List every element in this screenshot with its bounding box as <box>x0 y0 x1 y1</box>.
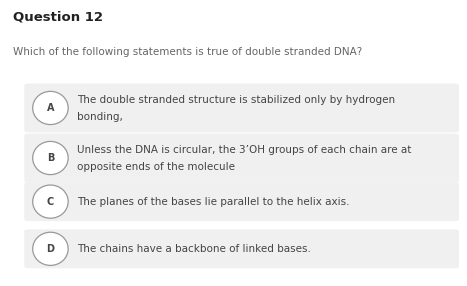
Text: bonding,: bonding, <box>77 112 123 122</box>
Text: Unless the DNA is circular, the 3’OH groups of each chain are at: Unless the DNA is circular, the 3’OH gro… <box>77 145 411 155</box>
Text: The planes of the bases lie parallel to the helix axis.: The planes of the bases lie parallel to … <box>77 197 350 206</box>
Ellipse shape <box>33 92 68 125</box>
Ellipse shape <box>33 185 68 218</box>
Ellipse shape <box>33 141 68 174</box>
Text: The double stranded structure is stabilized only by hydrogen: The double stranded structure is stabili… <box>77 95 395 105</box>
Text: Question 12: Question 12 <box>13 10 103 23</box>
Text: opposite ends of the molecule: opposite ends of the molecule <box>77 162 235 172</box>
Text: The chains have a backbone of linked bases.: The chains have a backbone of linked bas… <box>77 244 311 254</box>
Text: B: B <box>47 153 54 163</box>
FancyBboxPatch shape <box>24 182 459 221</box>
Text: A: A <box>47 103 54 113</box>
Text: D: D <box>46 244 55 254</box>
Ellipse shape <box>33 232 68 265</box>
FancyBboxPatch shape <box>24 229 459 268</box>
FancyBboxPatch shape <box>24 134 459 182</box>
FancyBboxPatch shape <box>24 84 459 132</box>
Text: C: C <box>47 197 54 206</box>
Text: Which of the following statements is true of double stranded DNA?: Which of the following statements is tru… <box>13 47 362 57</box>
